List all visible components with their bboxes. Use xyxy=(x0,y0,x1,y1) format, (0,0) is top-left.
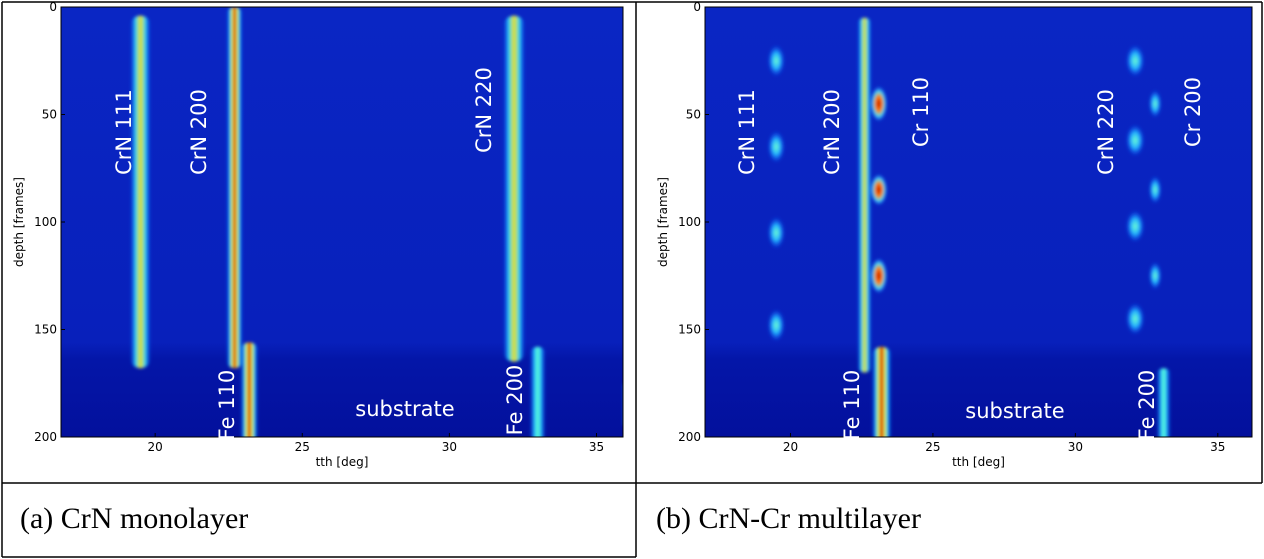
caption: (a) CrN monolayer xyxy=(20,502,248,535)
x-tick-label: 25 xyxy=(925,440,940,454)
x-axis-label: tth [deg] xyxy=(952,455,1005,469)
y-tick-label: 0 xyxy=(49,0,57,14)
diffraction-streak xyxy=(226,7,243,369)
y-tick-label: 100 xyxy=(678,215,701,229)
peak-annotation: CrN 111 xyxy=(735,89,759,175)
diffraction-streak xyxy=(857,17,872,373)
heatmap-panel xyxy=(61,7,629,437)
x-tick-label: 20 xyxy=(148,440,163,454)
heatmap-panel xyxy=(705,7,1252,437)
peak-annotation: CrN 200 xyxy=(187,89,211,175)
peak-annotation: CrN 220 xyxy=(1094,89,1118,175)
peak-annotation: Fe 200 xyxy=(503,365,527,436)
caption: (b) CrN-Cr multilayer xyxy=(656,502,921,535)
y-tick-label: 200 xyxy=(678,430,701,444)
diffraction-spot xyxy=(767,130,785,163)
y-tick-label: 50 xyxy=(42,108,57,122)
peaks xyxy=(130,7,629,437)
diffraction-streak xyxy=(1156,368,1171,437)
diffraction-spot xyxy=(1125,44,1145,77)
diffraction-spot xyxy=(1148,89,1162,118)
diffraction-spot xyxy=(1148,261,1162,290)
x-tick-label: 30 xyxy=(442,440,457,454)
peak-annotation: Fe 110 xyxy=(840,370,864,441)
y-axis-label: depth [frames] xyxy=(12,177,26,267)
peak-annotation: Fe 110 xyxy=(215,370,239,441)
diffraction-streak xyxy=(623,383,629,426)
diffraction-spot xyxy=(870,85,888,122)
y-tick-label: 150 xyxy=(678,323,701,337)
peak-annotation: substrate xyxy=(965,399,1064,423)
diffraction-streak xyxy=(871,346,892,437)
heatmap-background xyxy=(705,7,1252,437)
peak-annotation: CrN 111 xyxy=(112,89,136,175)
diffraction-spot xyxy=(1125,302,1145,335)
y-tick-label: 50 xyxy=(686,108,701,122)
x-tick-label: 30 xyxy=(1068,440,1083,454)
diffraction-spot xyxy=(767,216,785,249)
peak-annotation: Cr 200 xyxy=(1181,77,1205,147)
x-tick-label: 20 xyxy=(783,440,798,454)
diffraction-streak xyxy=(130,15,151,369)
y-tick-label: 0 xyxy=(693,0,701,14)
peak-annotation: CrN 220 xyxy=(472,67,496,153)
diffraction-spot xyxy=(1125,124,1145,157)
heatmap-background xyxy=(61,7,623,437)
x-tick-label: 35 xyxy=(589,440,604,454)
diffraction-spot xyxy=(767,309,785,342)
x-tick-label: 25 xyxy=(295,440,310,454)
diffraction-streak xyxy=(503,15,526,362)
y-tick-label: 200 xyxy=(34,430,57,444)
diffraction-spot xyxy=(870,257,888,294)
diffraction-streak xyxy=(529,346,546,437)
diffraction-spot xyxy=(870,173,888,206)
y-axis-label: depth [frames] xyxy=(656,177,670,267)
peaks xyxy=(767,17,1171,437)
x-axis-label: tth [deg] xyxy=(316,455,369,469)
peak-annotation: CrN 200 xyxy=(820,89,844,175)
x-tick-label: 35 xyxy=(1210,440,1225,454)
diffraction-streak xyxy=(240,342,259,437)
diffraction-spot xyxy=(1125,210,1145,243)
peak-annotation: Fe 200 xyxy=(1135,370,1159,441)
diffraction-spot xyxy=(1148,175,1162,204)
peak-annotation: substrate xyxy=(355,397,454,421)
diffraction-spot xyxy=(767,44,785,77)
y-tick-label: 150 xyxy=(34,323,57,337)
y-tick-label: 100 xyxy=(34,215,57,229)
peak-annotation: Cr 110 xyxy=(909,77,933,147)
